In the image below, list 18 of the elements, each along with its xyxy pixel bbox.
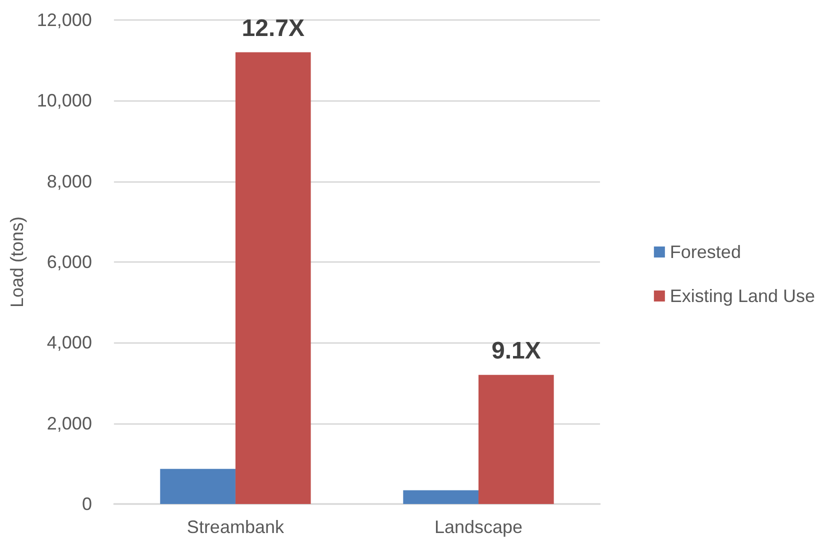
annotation: 9.1X xyxy=(491,337,541,364)
y-axis-title: Load (tons) xyxy=(7,216,27,308)
y-tick-label: 2,000 xyxy=(46,413,92,434)
bar xyxy=(160,468,236,504)
annotation: 12.7X xyxy=(242,14,304,42)
x-tick-label: Landscape xyxy=(434,517,523,537)
legend-label: Forested xyxy=(670,242,741,262)
y-tick-label: 6,000 xyxy=(46,252,92,272)
bar xyxy=(235,52,311,504)
y-tick-label: 12,000 xyxy=(36,10,92,30)
y-tick-label: 10,000 xyxy=(36,90,92,111)
bar xyxy=(478,374,554,504)
y-tick-label: 4,000 xyxy=(46,332,92,353)
bar xyxy=(403,490,478,504)
y-tick-label: 0 xyxy=(82,494,92,514)
x-tick-label: Streambank xyxy=(186,517,285,537)
legend-label: Existing Land Use xyxy=(670,286,816,306)
y-tick-label: 8,000 xyxy=(46,171,92,192)
